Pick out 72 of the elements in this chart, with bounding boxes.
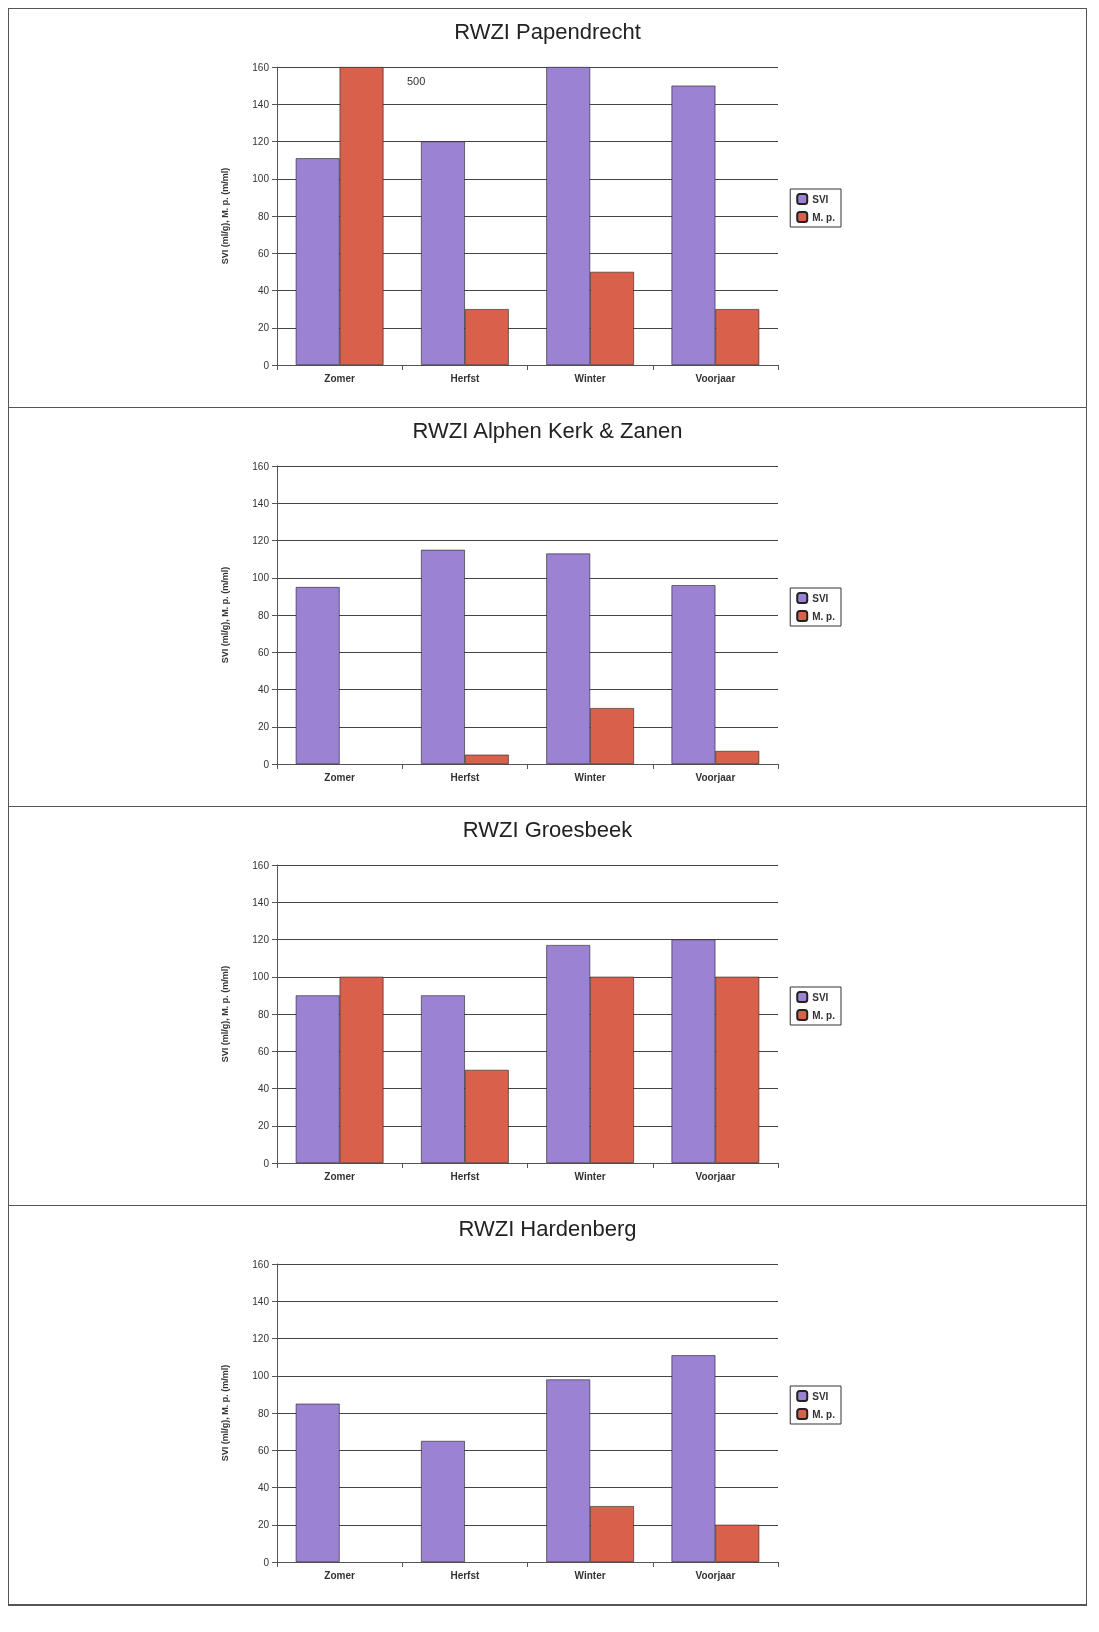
y-tick-label: 0 [263, 359, 270, 371]
y-tick-label: 40 [257, 1083, 270, 1094]
y-tick-label: 120 [252, 136, 270, 147]
y-tick-label: 40 [257, 684, 270, 695]
y-tick-label: 80 [257, 609, 270, 621]
y-tick-label: 20 [257, 1519, 270, 1531]
y-axis-title: SVI (ml/g), M. p. (m/ml) [219, 167, 230, 265]
legend-label: M. p. [812, 211, 836, 223]
y-tick-label: 60 [257, 247, 270, 259]
y-tick-label: 160 [252, 859, 270, 871]
x-tick-label: Winter [574, 372, 606, 384]
x-tick-label: Herfst [450, 372, 480, 384]
y-tick-label: 100 [252, 971, 270, 983]
x-tick-label: Voorjaar [695, 771, 736, 783]
y-tick-label: 140 [252, 497, 270, 509]
x-tick-label: Voorjaar [695, 1170, 736, 1182]
y-tick-label: 80 [257, 210, 270, 222]
y-tick-label: 0 [263, 758, 270, 770]
legend-label: M. p. [812, 1408, 836, 1420]
legend-label: M. p. [812, 1009, 836, 1021]
annotation: 500 [407, 74, 426, 87]
y-tick-label: 40 [257, 285, 270, 296]
x-tick-label: Winter [574, 1569, 606, 1581]
legend-label: M. p. [812, 610, 836, 622]
x-tick-label: Herfst [450, 1569, 480, 1581]
y-axis-title: SVI (ml/g), M. p. (m/ml) [219, 965, 230, 1063]
y-tick-label: 120 [252, 535, 270, 546]
chart-title: RWZI Hardenberg [458, 1215, 637, 1241]
y-tick-label: 0 [263, 1157, 270, 1169]
bar [421, 1440, 465, 1562]
y-axis-title: SVI (ml/g), M. p. (m/ml) [219, 566, 230, 664]
legend-label: SVI [812, 193, 829, 205]
y-tick-label: 20 [257, 721, 270, 733]
y-tick-label: 120 [252, 1333, 270, 1344]
x-tick-label: Voorjaar [695, 372, 736, 384]
y-tick-label: 80 [257, 1008, 270, 1020]
y-tick-label: 140 [252, 98, 270, 110]
x-tick-label: Winter [574, 771, 606, 783]
y-tick-label: 100 [252, 173, 270, 185]
x-tick-label: Herfst [450, 771, 480, 783]
y-tick-label: 0 [263, 1556, 270, 1568]
y-tick-label: 40 [257, 1482, 270, 1493]
x-tick-label: Zomer [324, 1569, 356, 1581]
chart-title: RWZI Alphen Kerk & Zanen [412, 417, 683, 443]
y-tick-label: 120 [252, 934, 270, 945]
bar [295, 1403, 340, 1562]
x-tick-label: Herfst [450, 1170, 480, 1182]
y-axis-title: SVI (ml/g), M. p. (m/ml) [219, 1364, 230, 1462]
y-tick-label: 60 [257, 646, 270, 658]
y-tick-label: 160 [252, 61, 270, 73]
y-tick-label: 80 [257, 1407, 270, 1419]
chart-title: RWZI Groesbeek [462, 816, 634, 842]
y-tick-label: 60 [257, 1444, 270, 1456]
y-tick-label: 100 [252, 572, 270, 584]
y-tick-label: 160 [252, 460, 270, 472]
legend-label: SVI [812, 1390, 829, 1402]
y-tick-label: 140 [252, 1295, 270, 1307]
y-tick-label: 20 [257, 1120, 270, 1132]
y-tick-label: 20 [257, 322, 270, 334]
bar [295, 587, 340, 764]
x-tick-label: Zomer [324, 1170, 356, 1182]
y-tick-label: 100 [252, 1370, 270, 1382]
y-tick-label: 160 [252, 1258, 270, 1270]
legend-label: SVI [812, 592, 829, 604]
y-tick-label: 60 [257, 1045, 270, 1057]
y-tick-label: 140 [252, 896, 270, 908]
legend-label: SVI [812, 991, 829, 1003]
x-tick-label: Zomer [324, 771, 356, 783]
x-tick-label: Zomer [324, 372, 356, 384]
x-tick-label: Voorjaar [695, 1569, 736, 1581]
x-tick-label: Winter [574, 1170, 606, 1182]
chart-title: RWZI Papendrecht [454, 18, 641, 44]
